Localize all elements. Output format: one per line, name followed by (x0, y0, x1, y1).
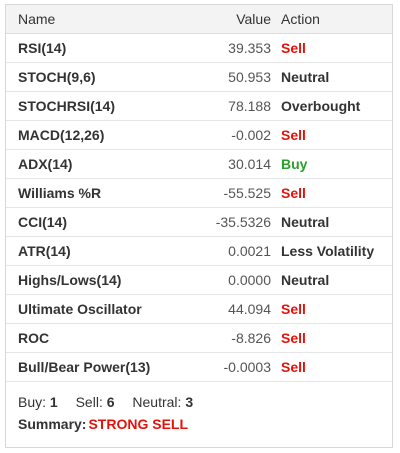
sell-count-label: Sell: (75, 394, 103, 410)
indicator-value: 0.0021 (188, 236, 281, 266)
indicator-action: Overbought (281, 91, 392, 121)
indicator-value: -0.0003 (188, 352, 281, 382)
indicator-value: -8.826 (188, 323, 281, 353)
summary-section: Buy: 1 Sell: 6 Neutral: 3 Summary: STRONG… (6, 382, 392, 432)
technical-indicators-panel: Name Value Action RSI(14) 39.353 Sell STOCH… (5, 4, 393, 448)
indicator-name: CCI(14) (6, 207, 188, 237)
indicator-name: RSI(14) (6, 33, 188, 63)
indicator-action: Sell (281, 33, 392, 63)
indicator-value: 39.353 (188, 33, 281, 63)
table-row: ROC -8.826 Sell (6, 323, 392, 353)
signal-counts: Buy: 1 Sell: 6 Neutral: 3 (18, 394, 380, 410)
buy-count: 1 (49, 394, 58, 410)
table-row: Ultimate Oscillator 44.094 Sell (6, 294, 392, 324)
indicator-name: Bull/Bear Power(13) (6, 352, 188, 382)
sell-count: 6 (106, 394, 115, 410)
table-row: Williams %R -55.525 Sell (6, 178, 392, 208)
table-row: RSI(14) 39.353 Sell (6, 33, 392, 63)
table-row: ADX(14) 30.014 Buy (6, 149, 392, 179)
buy-count-label: Buy: (18, 394, 47, 410)
table-row: STOCHRSI(14) 78.188 Overbought (6, 91, 392, 121)
indicator-action: Neutral (281, 265, 392, 295)
indicator-action: Less Volatility (281, 236, 392, 266)
summary-line: Summary: STRONG SELL (18, 416, 380, 432)
indicator-action: Sell (281, 352, 392, 382)
summary-label: Summary: (18, 416, 87, 432)
indicator-value: 50.953 (188, 62, 281, 92)
indicator-value: -35.5326 (188, 207, 281, 237)
indicator-action: Sell (281, 323, 392, 353)
table-row: CCI(14) -35.5326 Neutral (6, 207, 392, 237)
indicator-action: Sell (281, 294, 392, 324)
indicator-value: 44.094 (188, 294, 281, 324)
indicator-action: Sell (281, 120, 392, 150)
indicator-name: ATR(14) (6, 236, 188, 266)
indicator-value: 78.188 (188, 91, 281, 121)
indicator-value: -55.525 (188, 178, 281, 208)
indicator-name: Ultimate Oscillator (6, 294, 188, 324)
indicator-name: STOCHRSI(14) (6, 91, 188, 121)
header-action: Action (281, 5, 392, 34)
table-header-row: Name Value Action (6, 5, 392, 34)
indicator-action: Neutral (281, 62, 392, 92)
indicator-name: ROC (6, 323, 188, 353)
indicator-action: Sell (281, 178, 392, 208)
indicator-name: MACD(12,26) (6, 120, 188, 150)
indicators-table: Name Value Action RSI(14) 39.353 Sell STOCH… (6, 5, 392, 382)
indicator-value: 0.0000 (188, 265, 281, 295)
summary-value: STRONG SELL (88, 416, 189, 432)
table-row: MACD(12,26) -0.002 Sell (6, 120, 392, 150)
table-row: ATR(14) 0.0021 Less Volatility (6, 236, 392, 266)
neutral-count-label: Neutral: (132, 394, 182, 410)
indicator-value: 30.014 (188, 149, 281, 179)
header-name: Name (6, 5, 188, 34)
indicator-name: ADX(14) (6, 149, 188, 179)
indicator-name: Williams %R (6, 178, 188, 208)
header-value: Value (188, 5, 281, 34)
indicator-value: -0.002 (188, 120, 281, 150)
table-row: Bull/Bear Power(13) -0.0003 Sell (6, 352, 392, 382)
table-row: STOCH(9,6) 50.953 Neutral (6, 62, 392, 92)
neutral-count: 3 (185, 394, 194, 410)
indicator-action: Neutral (281, 207, 392, 237)
indicator-name: STOCH(9,6) (6, 62, 188, 92)
indicators-table-body: RSI(14) 39.353 Sell STOCH(9,6) 50.953 Neutral… (6, 33, 392, 382)
indicator-name: Highs/Lows(14) (6, 265, 188, 295)
indicator-action: Buy (281, 149, 392, 179)
table-row: Highs/Lows(14) 0.0000 Neutral (6, 265, 392, 295)
